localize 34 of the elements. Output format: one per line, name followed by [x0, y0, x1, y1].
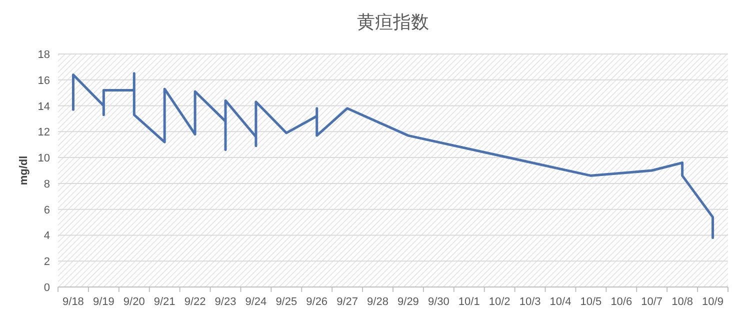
x-tick-label: 9/25: [276, 296, 298, 308]
x-tick-label: 10/4: [550, 296, 572, 308]
y-tick-label: 16: [38, 74, 50, 87]
x-tick-label: 10/9: [702, 296, 724, 308]
x-tick-label: 9/19: [92, 296, 114, 308]
y-tick-label: 8: [44, 178, 50, 190]
x-tick-label: 9/18: [62, 296, 84, 308]
x-tick-label: 10/1: [458, 296, 480, 308]
x-tick-label: 9/24: [245, 296, 267, 308]
x-tick-label: 9/21: [154, 296, 176, 308]
y-tick-label: 6: [44, 204, 50, 216]
y-tick-label: 2: [44, 256, 50, 268]
y-tick-label: 10: [38, 152, 50, 165]
x-tick-label: 10/7: [641, 296, 663, 308]
x-tick-label: 10/6: [610, 296, 632, 308]
x-tick-label: 10/8: [672, 296, 694, 308]
y-tick-label: 18: [38, 49, 50, 61]
x-tick-label: 9/28: [367, 296, 388, 308]
x-tick-label: 9/26: [306, 296, 328, 308]
x-tick-label: 9/20: [123, 296, 145, 308]
x-tick-label: 10/3: [519, 296, 541, 308]
x-tick-label: 9/27: [336, 296, 358, 308]
x-tick-label: 10/5: [580, 296, 602, 308]
y-axis-title: mg/dl: [18, 156, 30, 186]
y-tick-label: 14: [38, 100, 50, 113]
x-tick-label: 9/29: [398, 296, 419, 308]
y-tick-label: 0: [44, 282, 50, 294]
y-tick-label: 4: [44, 230, 50, 242]
chart-title: 黄疸指数: [357, 12, 429, 32]
y-tick-label: 12: [38, 126, 50, 139]
x-tick-label: 9/23: [214, 296, 236, 308]
x-tick-label: 9/22: [184, 296, 206, 308]
x-tick-label: 10/2: [488, 296, 510, 308]
x-tick-label: 9/30: [428, 296, 450, 308]
